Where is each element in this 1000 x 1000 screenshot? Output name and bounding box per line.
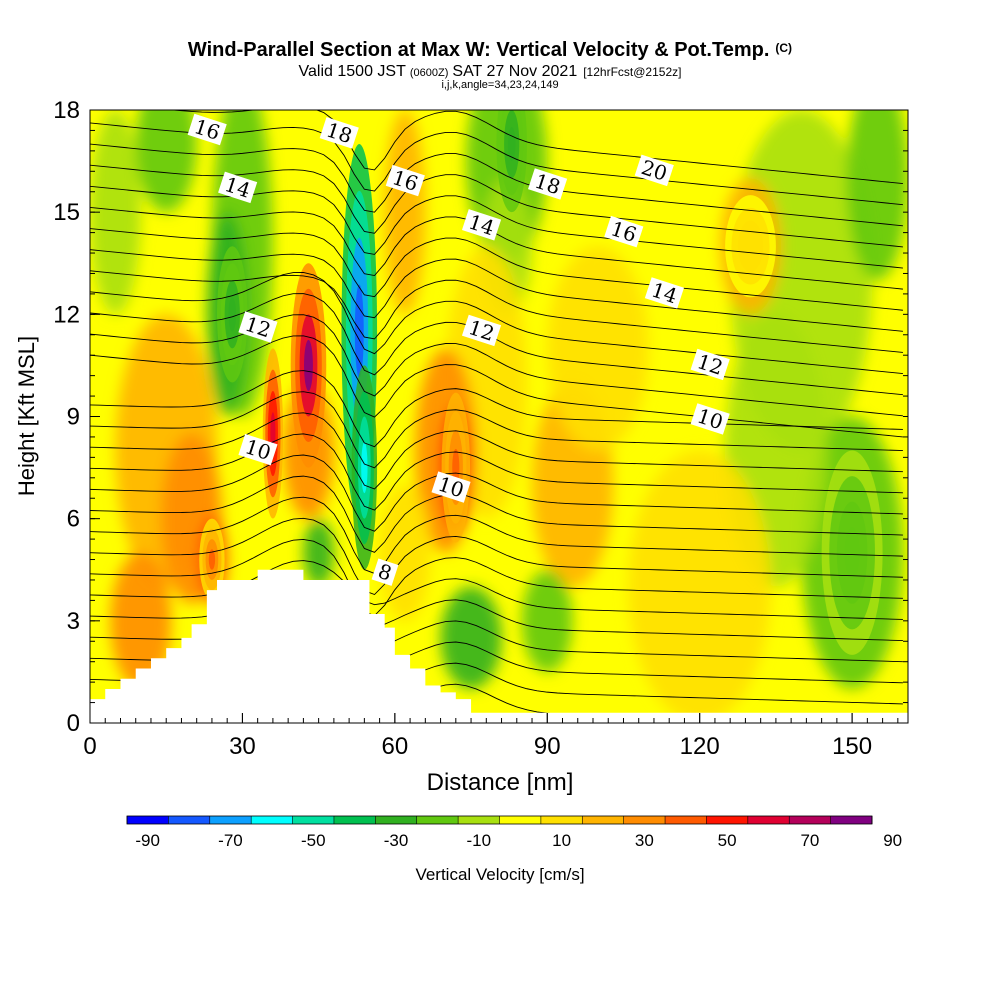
- colorbar-swatch: [499, 816, 542, 824]
- y-axis-label: Height [Kft MSL]: [14, 336, 39, 496]
- velocity-cores: [199, 110, 883, 655]
- theta-contour-line: [90, 335, 903, 438]
- chart-subtitle: Valid 1500 JST (0600Z) SAT 27 Nov 2021 [12h…: [299, 63, 682, 80]
- velocity-core: [725, 195, 776, 298]
- colorbar-swatch: [375, 816, 418, 824]
- theta-contour-line: [90, 143, 903, 227]
- theta-contour-line: [90, 391, 903, 469]
- theta-contour-line: [90, 539, 903, 617]
- chart-title: Wind-Parallel Section at Max W: Vertical…: [188, 39, 792, 61]
- velocity-core: [441, 392, 471, 543]
- x-tick-label: 90: [534, 733, 561, 760]
- colorbar-label: Vertical Velocity [cm/s]: [415, 865, 584, 884]
- colorbar-swatch: [665, 816, 707, 824]
- colorbar-swatch: [209, 816, 252, 824]
- colorbar-swatch: [706, 816, 749, 824]
- x-tick-label: 0: [83, 733, 96, 760]
- colorbar-tick-label: 90: [883, 831, 902, 850]
- theta-contour-line: [90, 496, 903, 574]
- velocity-core: [351, 365, 378, 570]
- colorbar: -90 -70 -50 -30 -10 10 30 50 70 90: [126, 815, 902, 850]
- colorbar-swatch: [789, 816, 832, 824]
- colorbar-swatch: [540, 816, 583, 824]
- x-tick-label: 30: [229, 733, 256, 760]
- colorbar-tick-label: 70: [800, 831, 819, 850]
- theta-contour-line: [90, 433, 903, 511]
- y-tick-label: 0: [67, 710, 80, 737]
- theta-contour-line: [90, 206, 903, 290]
- colorbar-swatch: [458, 816, 500, 824]
- colorbar-swatch: [416, 816, 459, 824]
- velocity-core: [821, 450, 883, 655]
- colorbar-tick-label: 50: [718, 831, 737, 850]
- contour-label: 14: [461, 209, 502, 241]
- colorbar-swatch: [582, 816, 625, 824]
- velocity-core: [496, 110, 527, 213]
- colorbar-tick-label: -30: [384, 831, 409, 850]
- theta-contour-line: [90, 270, 903, 353]
- colorbar-swatch: [623, 816, 666, 824]
- y-tick-label: 3: [67, 608, 80, 635]
- theta-contour-line: [90, 185, 903, 269]
- theta-contour-line: [90, 370, 903, 448]
- chart-subtitle-indices: i,j,k,angle=34,23,24,149: [441, 79, 558, 91]
- y-tick-label: 18: [53, 97, 80, 124]
- theta-contour-line: [168, 110, 903, 185]
- colorbar-swatch: [168, 816, 211, 824]
- y-tick-label: 6: [67, 506, 80, 533]
- x-tick-label: 120: [680, 733, 720, 760]
- colorbar-tick-label: 10: [552, 831, 571, 850]
- colorbar-swatch: [747, 816, 790, 824]
- terrain-mask: [90, 569, 908, 723]
- colorbar-swatch: [830, 816, 873, 824]
- x-axis: 0 30 60 90 120 150: [83, 713, 899, 760]
- theta-contour-line: [90, 412, 903, 490]
- theta-contour-line: [90, 122, 903, 206]
- theta-contour-line: [90, 454, 903, 532]
- theta-contour-line: [90, 314, 903, 417]
- theta-contour-line: [90, 475, 903, 553]
- y-axis: 0 3 6 9 12 15 18: [53, 97, 908, 737]
- colorbar-swatch: [127, 816, 169, 824]
- colorbar-swatch: [333, 816, 376, 824]
- colorbar-tick-label: -10: [467, 831, 492, 850]
- colorbar-tick-label: -50: [301, 831, 326, 850]
- theta-contour-line: [90, 293, 903, 396]
- theta-contour-line: [90, 249, 903, 332]
- theta-contour-line: [90, 517, 903, 596]
- theta-contour-line: [90, 228, 903, 311]
- x-tick-label: 60: [381, 733, 408, 760]
- contour-label: 8: [371, 558, 399, 586]
- colorbar-tick-label: 30: [635, 831, 654, 850]
- colorbar-swatch: [292, 816, 335, 824]
- colorbar-swatch: [251, 816, 294, 824]
- x-axis-label: Distance [nm]: [427, 769, 574, 796]
- x-tick-label: 150: [832, 733, 872, 760]
- y-tick-label: 9: [67, 404, 80, 431]
- colorbar-tick-label: -70: [218, 831, 243, 850]
- velocity-core: [262, 348, 284, 519]
- y-tick-label: 12: [53, 301, 80, 328]
- theta-contour-line: [90, 272, 903, 375]
- colorbar-tick-label: -90: [135, 831, 160, 850]
- y-tick-label: 15: [53, 199, 80, 226]
